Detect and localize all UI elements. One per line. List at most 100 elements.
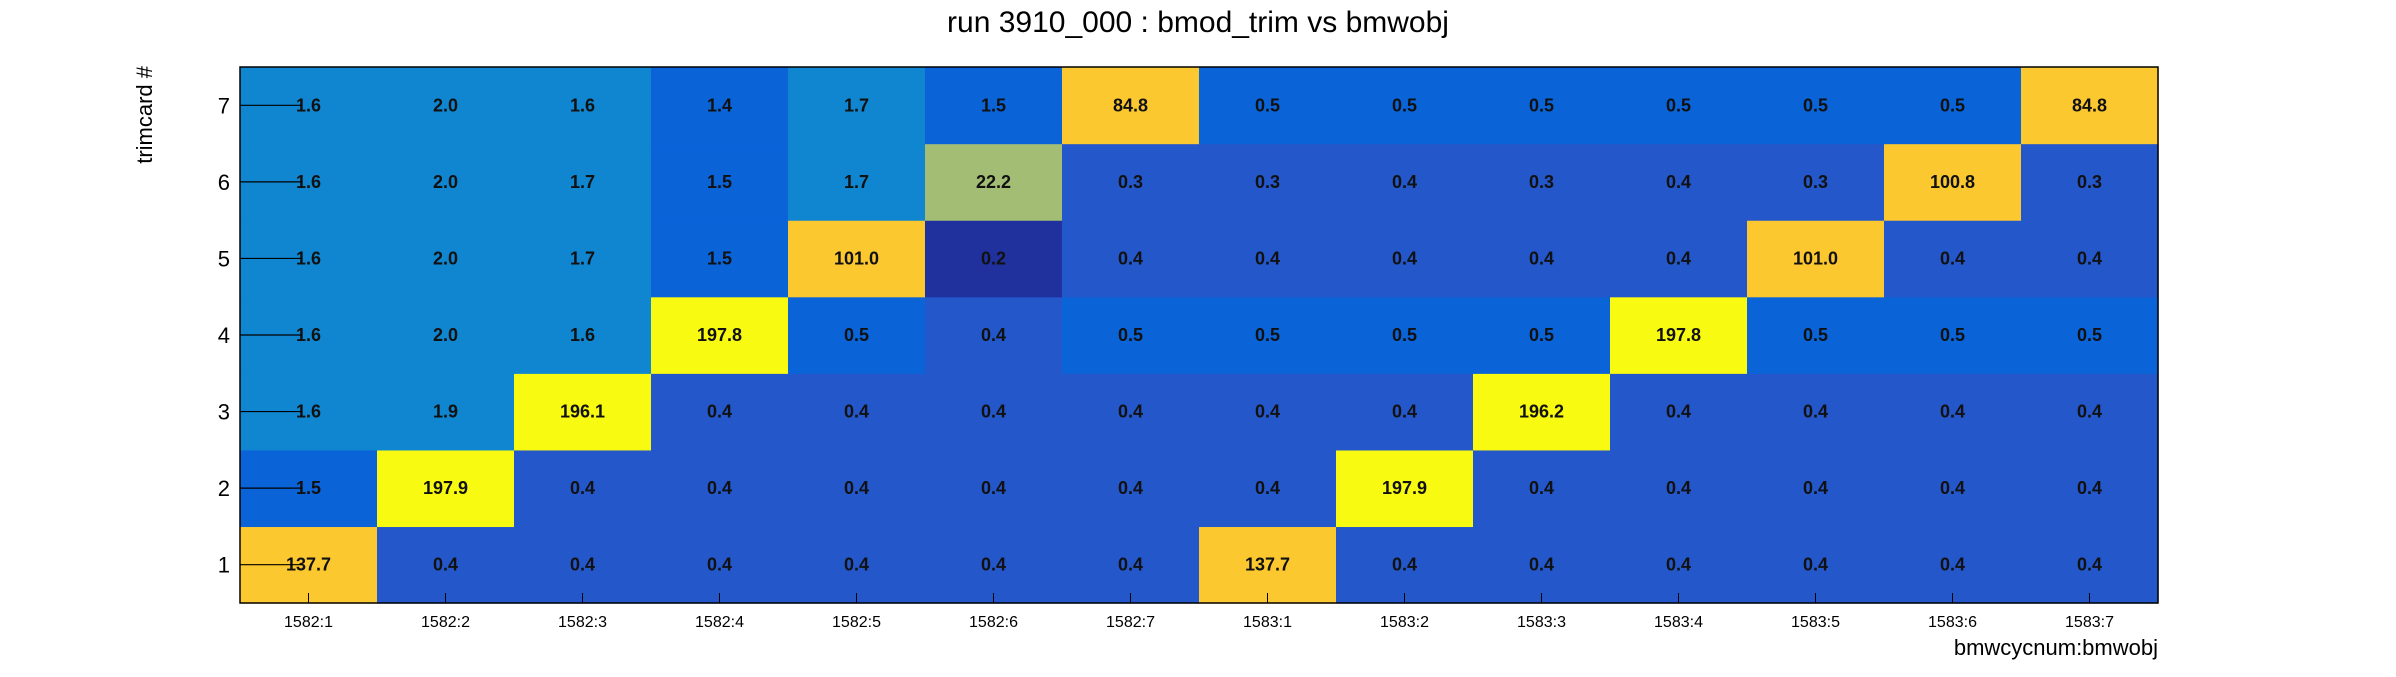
heatmap-cell <box>1473 526 1611 604</box>
cell-value-label: 0.4 <box>1118 555 1143 575</box>
cell-value-label: 0.4 <box>1666 402 1691 422</box>
heatmap-cell <box>925 526 1063 604</box>
cell-value-label: 0.4 <box>1940 402 1965 422</box>
cell-value-label: 0.3 <box>1118 172 1143 192</box>
cell-value-label: 0.4 <box>1255 402 1280 422</box>
cell-value-label: 0.4 <box>1392 555 1417 575</box>
y-tick-label: 7 <box>218 93 230 118</box>
cell-value-label: 0.4 <box>1255 478 1280 498</box>
heatmap-cell <box>514 143 652 221</box>
cell-value-label: 0.4 <box>707 478 732 498</box>
heatmap-cell <box>788 143 926 221</box>
cell-value-label: 1.7 <box>570 248 595 268</box>
heatmap-cell <box>925 373 1063 451</box>
heatmap-cell <box>514 526 652 604</box>
heatmap-cell <box>1747 526 1885 604</box>
cell-value-label: 0.4 <box>707 402 732 422</box>
heatmap-cell <box>1199 373 1337 451</box>
x-tick-label: 1582:6 <box>969 614 1018 631</box>
cell-value-label: 0.4 <box>707 555 732 575</box>
cell-value-label: 2.0 <box>433 95 458 115</box>
cell-value-label: 0.4 <box>2077 402 2102 422</box>
cell-value-label: 197.9 <box>1382 478 1427 498</box>
cell-value-label: 2.0 <box>433 325 458 345</box>
heatmap-cell <box>1062 296 1200 374</box>
cell-value-label: 84.8 <box>1113 95 1148 115</box>
cell-value-label: 0.5 <box>1666 95 1691 115</box>
heatmap-cell <box>1610 526 1748 604</box>
cell-value-label: 1.6 <box>296 325 321 345</box>
heatmap-cell <box>377 67 515 145</box>
heatmap-cell <box>925 67 1063 145</box>
heatmap-cell <box>925 220 1063 298</box>
heatmap-cell <box>1062 143 1200 221</box>
cell-value-label: 1.5 <box>981 95 1006 115</box>
x-tick-label: 1583:3 <box>1517 614 1566 631</box>
y-tick-label: 3 <box>218 400 230 425</box>
heatmap-cell <box>925 143 1063 221</box>
x-tick-label: 1583:5 <box>1791 614 1840 631</box>
cell-value-label: 1.7 <box>570 172 595 192</box>
cell-value-label: 0.4 <box>981 402 1006 422</box>
heatmap-cell <box>1610 296 1748 374</box>
x-tick-label: 1583:1 <box>1243 614 1292 631</box>
cell-value-label: 0.4 <box>1529 555 1554 575</box>
cell-value-label: 196.2 <box>1519 402 1564 422</box>
cell-value-label: 0.4 <box>1118 248 1143 268</box>
cell-value-label: 100.8 <box>1930 172 1975 192</box>
x-tick-label: 1583:7 <box>2065 614 2114 631</box>
cell-value-label: 0.5 <box>2077 325 2102 345</box>
cell-value-label: 0.4 <box>981 478 1006 498</box>
cell-value-label: 0.4 <box>981 325 1006 345</box>
cell-value-label: 0.5 <box>1529 325 1554 345</box>
cell-value-label: 1.6 <box>570 325 595 345</box>
heatmap-cell <box>1610 143 1748 221</box>
cell-value-label: 0.4 <box>844 478 869 498</box>
cell-value-label: 0.4 <box>1666 478 1691 498</box>
heatmap-cell <box>1473 143 1611 221</box>
cell-value-label: 0.5 <box>1392 325 1417 345</box>
cell-value-label: 0.4 <box>1803 555 1828 575</box>
cell-value-label: 0.4 <box>1392 248 1417 268</box>
x-tick-label: 1583:2 <box>1380 614 1429 631</box>
cell-value-label: 0.4 <box>1529 478 1554 498</box>
y-tick-label: 2 <box>218 476 230 501</box>
cell-value-label: 1.7 <box>844 95 869 115</box>
x-tick-label: 1582:7 <box>1106 614 1155 631</box>
cell-value-label: 0.4 <box>1940 478 1965 498</box>
heatmap-cell <box>1884 373 2022 451</box>
heatmap-cell <box>1884 296 2022 374</box>
heatmap-cell <box>1747 449 1885 528</box>
heatmap-cell <box>514 373 652 451</box>
heatmap-cell <box>925 296 1063 374</box>
cell-value-label: 0.4 <box>433 555 458 575</box>
heatmap-cell <box>1747 143 1885 221</box>
heatmap-cell <box>651 220 789 298</box>
heatmap-cells <box>240 67 2159 604</box>
cell-value-label: 0.4 <box>844 402 869 422</box>
cell-value-label: 0.4 <box>570 555 595 575</box>
cell-value-label: 1.9 <box>433 402 458 422</box>
x-tick-label: 1582:3 <box>558 614 607 631</box>
heatmap-cell <box>2021 373 2159 451</box>
heatmap-cell <box>651 373 789 451</box>
heatmap-cell <box>1062 526 1200 604</box>
heatmap-cell <box>377 296 515 374</box>
heatmap-cell <box>1747 67 1885 145</box>
cell-value-label: 0.5 <box>1940 95 1965 115</box>
heatmap-cell <box>1610 449 1748 528</box>
cell-value-label: 0.3 <box>1803 172 1828 192</box>
cell-value-label: 0.4 <box>1940 248 1965 268</box>
cell-value-label: 2.0 <box>433 172 458 192</box>
heatmap-cell <box>788 526 926 604</box>
cell-value-label: 101.0 <box>1793 248 1838 268</box>
x-tick-label: 1582:5 <box>832 614 881 631</box>
heatmap-cell <box>788 373 926 451</box>
heatmap-cell <box>2021 449 2159 528</box>
y-axis-title: trimcard # <box>132 65 157 164</box>
cell-value-label: 0.4 <box>1666 248 1691 268</box>
heatmap-cell <box>1199 449 1337 528</box>
cell-value-label: 137.7 <box>286 555 331 575</box>
y-tick-label: 6 <box>218 170 230 195</box>
heatmap-cell <box>514 449 652 528</box>
